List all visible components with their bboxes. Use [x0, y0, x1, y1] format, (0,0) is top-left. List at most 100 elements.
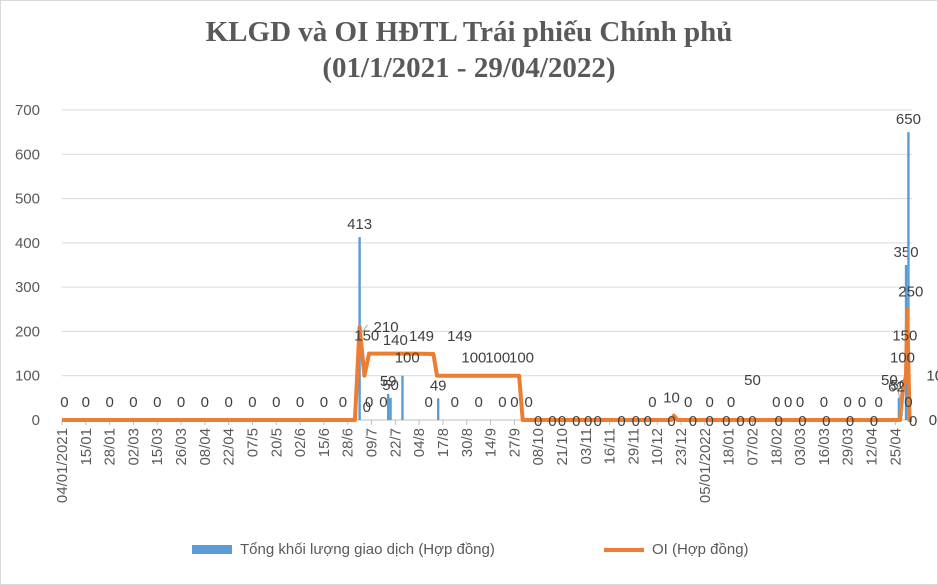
- data-label: 50: [744, 372, 761, 389]
- bar-value-label: 59: [380, 373, 397, 390]
- data-label: 0: [451, 394, 459, 411]
- data-label: 0: [534, 413, 542, 430]
- data-label: 0: [584, 413, 592, 430]
- x-tick-label: 21/10: [554, 428, 571, 466]
- x-tick-label: 17/8: [435, 428, 452, 457]
- x-tick-label: 18/01: [721, 428, 738, 466]
- data-label: 100: [509, 350, 534, 367]
- bar-value-label: 49: [430, 377, 447, 394]
- chart-title: KLGD và OI HĐTL Trái phiếu Chính phủ (01…: [0, 14, 938, 86]
- data-label: 0: [820, 394, 828, 411]
- legend-swatch-bar: [192, 545, 232, 554]
- bar: [389, 397, 392, 420]
- data-label: 0: [572, 413, 580, 430]
- data-label: 0: [684, 394, 692, 411]
- data-label: 0: [594, 413, 602, 430]
- data-label: 100: [890, 350, 915, 367]
- data-label: 10: [663, 390, 680, 407]
- x-axis-ticks: 04/01/2021 15/01 28/01 02/03 15/03 26/03 08/04…: [54, 420, 904, 503]
- data-label: 100: [395, 350, 420, 367]
- data-label: 0: [667, 413, 675, 430]
- callout-leader: [897, 386, 904, 417]
- bar: [897, 397, 901, 420]
- data-label: 0: [272, 394, 280, 411]
- data-label: 0: [870, 413, 878, 430]
- data-label: 50: [881, 372, 898, 389]
- x-tick-label: 04/01/2021: [54, 428, 71, 503]
- x-tick-label: 02/03: [125, 428, 142, 466]
- bar-value-label: 413: [347, 216, 372, 233]
- data-label: 0: [524, 394, 532, 411]
- oi-line: [62, 307, 912, 422]
- x-tick-label: 23/12: [673, 428, 690, 466]
- data-label: 0: [736, 413, 744, 430]
- data-label: 0: [844, 394, 852, 411]
- x-tick-label: 03/03: [792, 428, 809, 466]
- data-label: 0: [153, 394, 161, 411]
- x-tick-label: 07/02: [744, 428, 761, 466]
- x-tick-label: 02/6: [292, 428, 309, 457]
- x-tick-label: 29/03: [840, 428, 857, 466]
- data-label: 0: [617, 413, 625, 430]
- data-label: 140: [383, 332, 408, 349]
- legend-item-volume: Tổng khối lượng giao dịch (Hợp đồng): [192, 541, 495, 558]
- data-label: 0: [846, 413, 854, 430]
- x-tick-label: 03/11: [578, 428, 595, 464]
- data-label: 0: [798, 413, 806, 430]
- data-label: 100: [461, 350, 486, 367]
- data-label: 0: [498, 394, 506, 411]
- data-label: 0: [722, 413, 730, 430]
- chart-title-line1: KLGD và OI HĐTL Trái phiếu Chính phủ: [205, 16, 733, 48]
- data-label: 0: [705, 394, 713, 411]
- x-tick-label: 08/10: [530, 428, 547, 466]
- bar: [401, 375, 404, 420]
- data-label: 0: [82, 394, 90, 411]
- bar: [436, 398, 440, 420]
- data-label: 0: [548, 413, 556, 430]
- data-label: 0: [177, 394, 185, 411]
- x-tick-label: 29/11: [625, 428, 642, 464]
- data-label: 0: [858, 394, 866, 411]
- data-label: 0: [474, 394, 482, 411]
- line-series: [62, 307, 912, 422]
- data-label: 0: [129, 394, 137, 411]
- data-label: 0: [424, 394, 432, 411]
- x-tick-label: 09/7: [364, 428, 381, 457]
- x-tick-label: 16/11: [602, 428, 619, 464]
- x-tick-label: 12/04: [864, 428, 881, 466]
- data-label: 0: [644, 413, 652, 430]
- x-tick-label: 22/7: [387, 428, 404, 457]
- data-label: 0: [60, 394, 68, 411]
- data-label: 0: [874, 394, 882, 411]
- data-label: 0: [748, 413, 756, 430]
- x-tick-label: 28/6: [340, 428, 357, 457]
- legend-label-volume: Tổng khối lượng giao dịch (Hợp đồng): [240, 541, 495, 558]
- y-tick-label: 100: [15, 368, 40, 385]
- x-tick-label: 16/03: [816, 428, 833, 466]
- data-label: 0: [705, 413, 713, 430]
- x-tick-label: 22/04: [221, 428, 238, 466]
- data-label: 0: [689, 413, 697, 430]
- y-tick-label: 600: [15, 146, 40, 163]
- data-label: 0: [904, 394, 912, 411]
- y-tick-label: 200: [15, 323, 40, 340]
- bar-value-label: 50: [382, 377, 399, 394]
- data-label: 62: [888, 379, 905, 396]
- x-tick-label: 18/02: [768, 428, 785, 466]
- data-label: 0: [365, 394, 373, 411]
- legend-swatch-line: [604, 547, 644, 552]
- data-label: 0: [648, 394, 656, 411]
- x-tick-label: 07/5: [244, 428, 261, 457]
- x-tick-label: 05/01/2022: [697, 428, 714, 503]
- data-label: 0: [784, 394, 792, 411]
- y-axis-ticks: 0 100 200 300 400 500 600 700: [15, 102, 40, 429]
- data-label: 0: [772, 394, 780, 411]
- data-label: 0: [774, 413, 782, 430]
- chart-title-line2: (01/1/2021 - 29/04/2022): [322, 52, 616, 84]
- data-label: 0: [339, 394, 347, 411]
- gridlines: [62, 109, 912, 421]
